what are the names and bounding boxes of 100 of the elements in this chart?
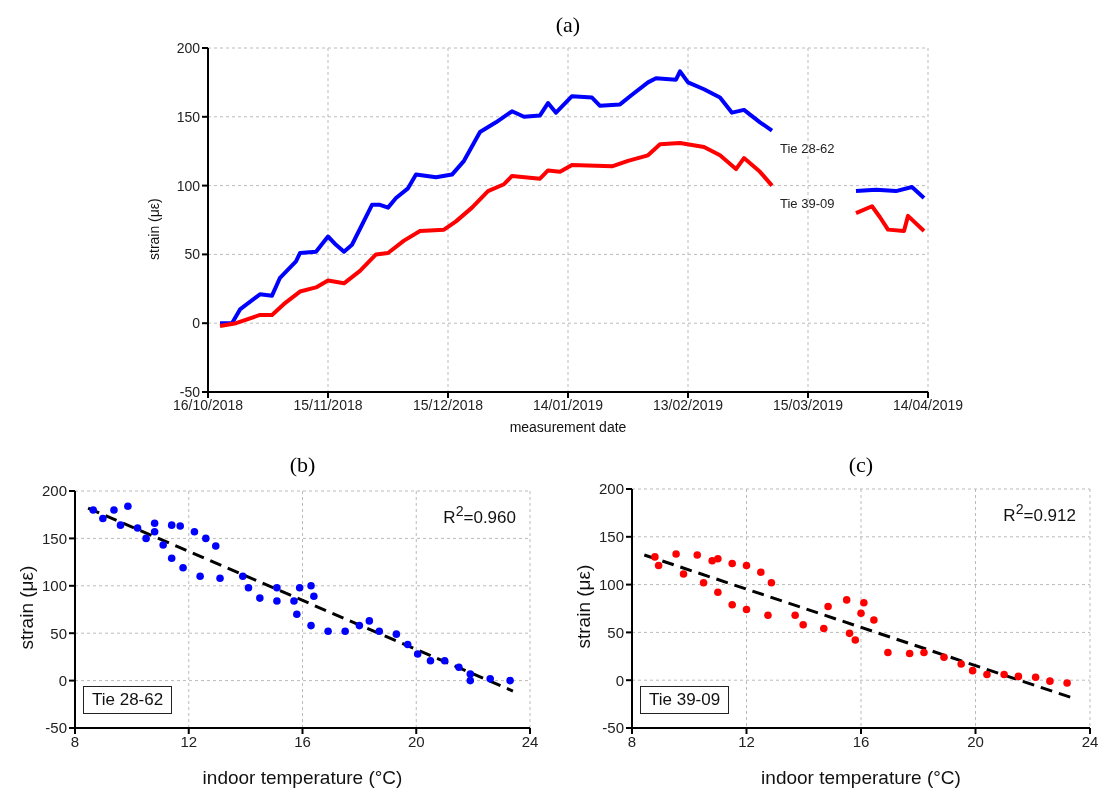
point bbox=[651, 553, 659, 561]
y-tick-label: -50 bbox=[602, 719, 624, 737]
point bbox=[179, 564, 187, 572]
x-tick-label: 8 bbox=[627, 732, 637, 750]
point bbox=[714, 588, 722, 597]
annotation: R$^{2}$=0.912 bbox=[1003, 501, 1076, 527]
y-tick-label: -50 bbox=[45, 719, 67, 737]
point bbox=[983, 670, 991, 679]
point bbox=[905, 649, 914, 658]
x-tick-label: 16 bbox=[852, 732, 870, 750]
point bbox=[150, 519, 159, 528]
annotation: R$^{2}$=0.960 bbox=[443, 503, 516, 529]
point bbox=[506, 676, 514, 685]
point bbox=[728, 600, 736, 609]
point bbox=[767, 578, 776, 587]
point bbox=[256, 594, 264, 602]
point bbox=[150, 527, 159, 536]
point bbox=[116, 521, 125, 529]
point bbox=[355, 621, 364, 630]
point bbox=[290, 597, 298, 605]
y-tick-label: 200 bbox=[598, 480, 624, 498]
point bbox=[870, 616, 878, 624]
x-axis-title: indoor temperature (°C) bbox=[761, 767, 961, 788]
y-tick-label: 150 bbox=[176, 108, 201, 125]
point bbox=[742, 561, 751, 570]
y-axis-title: strain (με) bbox=[145, 198, 162, 260]
point bbox=[820, 624, 828, 633]
point bbox=[857, 609, 865, 618]
point bbox=[440, 656, 449, 665]
point bbox=[884, 648, 892, 657]
point bbox=[273, 583, 281, 592]
point bbox=[742, 605, 751, 614]
point bbox=[375, 627, 384, 636]
point bbox=[239, 572, 247, 581]
point bbox=[699, 578, 708, 587]
annotation: Tie 39-09 bbox=[640, 686, 730, 715]
point bbox=[679, 570, 688, 578]
point bbox=[672, 550, 680, 558]
x-tick-label: 24 bbox=[521, 732, 539, 750]
point bbox=[307, 582, 315, 590]
chart-title: (c) bbox=[847, 452, 875, 478]
point bbox=[851, 636, 860, 644]
point bbox=[845, 629, 854, 638]
point bbox=[426, 656, 435, 665]
point bbox=[791, 611, 799, 619]
y-tick-label: 200 bbox=[176, 39, 201, 56]
point bbox=[920, 648, 928, 657]
chart-title: (b) bbox=[288, 452, 317, 478]
y-tick-label: 200 bbox=[41, 482, 67, 500]
x-axis-title: indoor temperature (°C) bbox=[202, 767, 403, 788]
point bbox=[824, 602, 832, 611]
point bbox=[307, 621, 315, 630]
point bbox=[244, 583, 253, 592]
y-tick-label: 0 bbox=[58, 671, 67, 689]
point bbox=[714, 555, 722, 563]
point bbox=[159, 541, 167, 549]
point bbox=[167, 521, 176, 529]
point bbox=[176, 522, 184, 530]
point bbox=[110, 506, 118, 514]
point bbox=[403, 640, 412, 649]
point bbox=[295, 583, 304, 592]
point bbox=[392, 630, 401, 638]
point bbox=[211, 542, 220, 550]
point bbox=[1014, 672, 1023, 681]
y-tick-label: 50 bbox=[607, 623, 624, 641]
point bbox=[99, 514, 107, 523]
x-tick-label: 14/04/2019 bbox=[892, 396, 964, 413]
x-tick-label: 24 bbox=[1081, 732, 1099, 750]
x-tick-label: 16 bbox=[294, 732, 311, 750]
point bbox=[293, 610, 301, 619]
point bbox=[466, 670, 475, 678]
point bbox=[799, 620, 807, 629]
point bbox=[190, 527, 199, 536]
chart-title: (a) bbox=[554, 12, 582, 38]
x-tick-label: 12 bbox=[180, 732, 198, 750]
point bbox=[1063, 679, 1071, 687]
point bbox=[1046, 677, 1054, 685]
x-tick-label: 15/12/2018 bbox=[412, 396, 484, 413]
point bbox=[455, 663, 463, 672]
point bbox=[728, 559, 736, 568]
point bbox=[324, 627, 332, 636]
point bbox=[133, 524, 142, 532]
point bbox=[693, 551, 702, 559]
series-label: Tie 28-62 bbox=[780, 140, 835, 156]
point bbox=[764, 611, 772, 619]
y-tick-label: 150 bbox=[41, 529, 67, 547]
point bbox=[413, 650, 422, 658]
point bbox=[957, 660, 965, 668]
y-tick-label: 0 bbox=[615, 671, 624, 689]
point bbox=[167, 554, 176, 563]
point bbox=[1000, 670, 1008, 679]
point bbox=[216, 574, 224, 582]
y-tick-label: 100 bbox=[41, 577, 67, 595]
point bbox=[142, 534, 150, 543]
y-tick-label: 50 bbox=[184, 246, 201, 263]
x-tick-label: 14/01/2019 bbox=[532, 396, 604, 413]
y-tick-label: 150 bbox=[598, 528, 624, 546]
point bbox=[341, 627, 349, 636]
point bbox=[654, 561, 663, 570]
x-tick-label: 13/02/2019 bbox=[652, 396, 724, 413]
